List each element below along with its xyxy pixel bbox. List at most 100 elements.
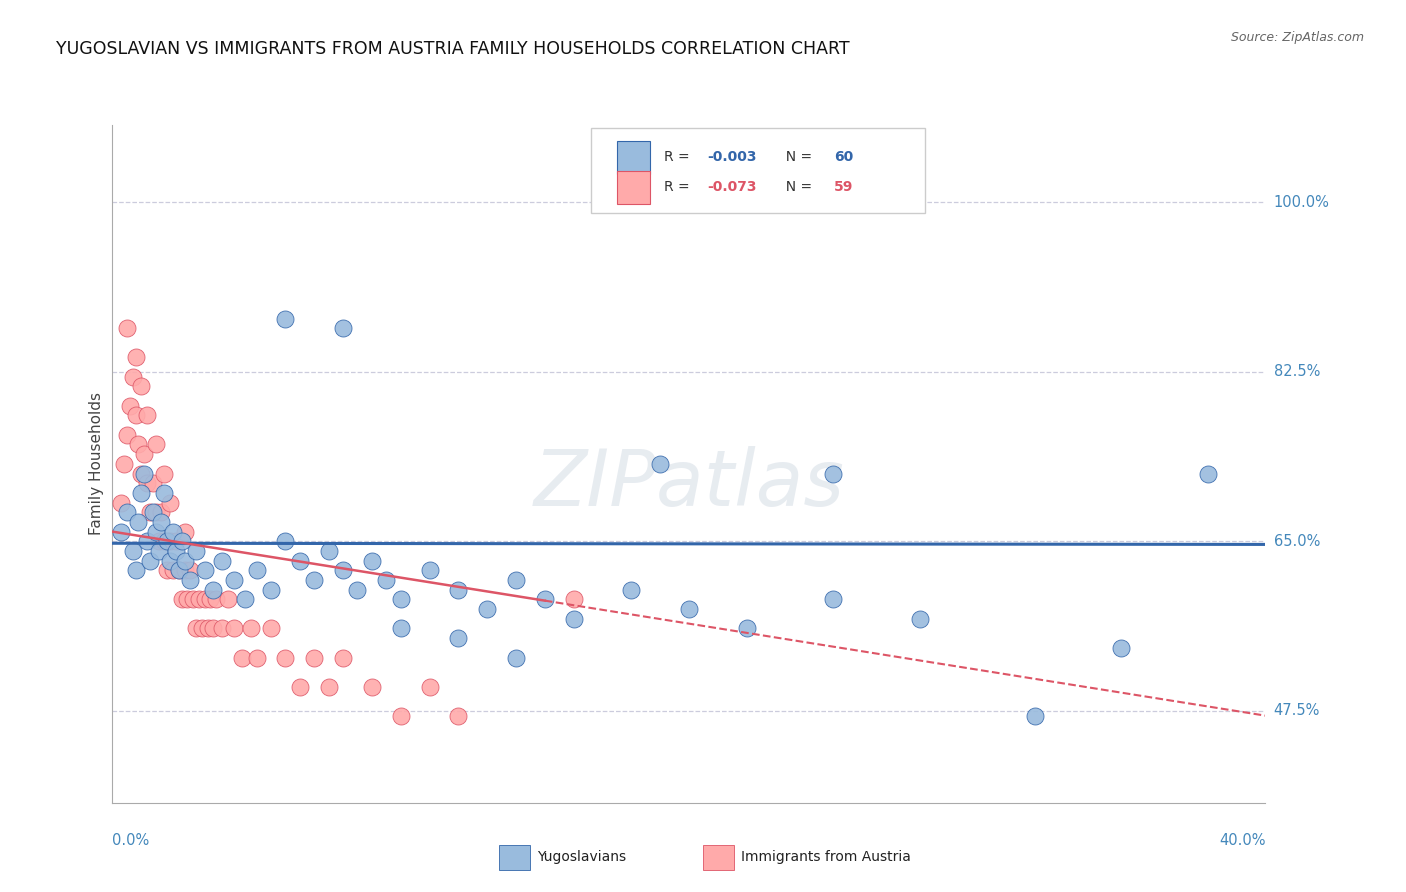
Point (194, 563, 217, 577)
Point (562, 592, 585, 607)
Point (419, 563, 441, 577)
Point (127, 515, 149, 529)
Point (735, 622, 758, 636)
Text: N =: N = (776, 151, 815, 164)
Point (447, 708, 470, 723)
Point (156, 563, 179, 577)
Point (170, 534, 193, 549)
Point (124, 563, 146, 577)
Point (110, 524, 132, 539)
Point (162, 524, 184, 539)
Point (159, 534, 181, 549)
Point (115, 427, 138, 442)
Point (222, 573, 245, 587)
Point (205, 592, 228, 607)
Point (648, 457, 672, 471)
Point (318, 544, 340, 558)
Point (136, 409, 159, 423)
Point (112, 457, 135, 471)
Point (211, 554, 233, 568)
Point (179, 563, 201, 577)
Point (260, 622, 283, 636)
Point (332, 321, 354, 335)
Point (419, 680, 441, 694)
Text: ZIPatlas: ZIPatlas (533, 446, 845, 522)
Point (134, 467, 156, 481)
Text: Source: ZipAtlas.com: Source: ZipAtlas.com (1230, 31, 1364, 45)
Point (121, 544, 143, 558)
Point (142, 505, 165, 519)
Point (139, 505, 162, 519)
Point (475, 602, 498, 616)
Point (115, 321, 138, 335)
Point (678, 602, 700, 616)
Text: -0.073: -0.073 (707, 180, 756, 194)
Point (110, 495, 132, 509)
Point (202, 582, 225, 597)
Point (360, 680, 382, 694)
Point (118, 399, 141, 413)
Point (346, 582, 368, 597)
Point (142, 476, 165, 491)
FancyBboxPatch shape (617, 171, 650, 203)
Point (360, 554, 382, 568)
Point (127, 437, 149, 451)
Text: Yugoslavians: Yugoslavians (537, 850, 626, 864)
Point (191, 622, 214, 636)
Text: 82.5%: 82.5% (1274, 364, 1320, 379)
Point (562, 612, 585, 626)
Point (129, 379, 153, 393)
Y-axis label: Family Households: Family Households (89, 392, 104, 535)
Point (318, 680, 340, 694)
Point (150, 505, 173, 519)
Point (165, 534, 187, 549)
Point (447, 582, 470, 597)
Point (304, 650, 326, 665)
Point (200, 592, 222, 607)
Text: YUGOSLAVIAN VS IMMIGRANTS FROM AUSTRIA FAMILY HOUSEHOLDS CORRELATION CHART: YUGOSLAVIAN VS IMMIGRANTS FROM AUSTRIA F… (56, 40, 849, 58)
Text: 47.5%: 47.5% (1274, 703, 1320, 718)
Text: 40.0%: 40.0% (1219, 833, 1265, 848)
Point (222, 622, 245, 636)
Point (245, 563, 267, 577)
Text: -0.003: -0.003 (707, 151, 756, 164)
Text: R =: R = (664, 180, 693, 194)
Point (121, 369, 143, 384)
Point (533, 592, 555, 607)
Point (150, 515, 173, 529)
Point (1197, 467, 1219, 481)
Point (375, 573, 398, 587)
Point (139, 554, 162, 568)
Point (389, 592, 412, 607)
Point (136, 534, 159, 549)
Point (447, 631, 470, 645)
Point (1111, 640, 1133, 655)
Point (145, 505, 167, 519)
Point (148, 534, 170, 549)
Point (194, 592, 217, 607)
Point (821, 592, 844, 607)
Point (162, 563, 184, 577)
Text: 60: 60 (834, 151, 853, 164)
Point (389, 708, 412, 723)
Point (332, 563, 354, 577)
Point (274, 534, 297, 549)
Point (505, 573, 527, 587)
Point (159, 495, 181, 509)
Point (233, 592, 256, 607)
Point (136, 476, 159, 491)
Point (260, 582, 283, 597)
Point (821, 467, 844, 481)
Point (124, 351, 146, 365)
Point (1024, 708, 1046, 723)
FancyBboxPatch shape (591, 128, 925, 213)
Point (129, 486, 153, 500)
Point (211, 622, 233, 636)
Point (288, 554, 311, 568)
Point (148, 544, 170, 558)
Point (239, 622, 262, 636)
Point (134, 447, 156, 461)
Point (184, 622, 207, 636)
Point (170, 592, 193, 607)
Point (217, 592, 239, 607)
